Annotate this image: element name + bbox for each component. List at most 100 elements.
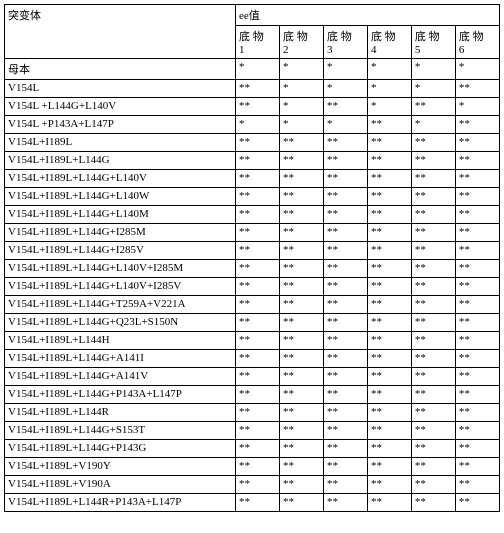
cell-value: ** (455, 242, 499, 260)
cell-value: ** (367, 206, 411, 224)
cell-value: ** (235, 98, 279, 116)
cell-value: ** (323, 458, 367, 476)
cell-value: * (455, 98, 499, 116)
cell-value: * (367, 98, 411, 116)
cell-value: * (279, 80, 323, 98)
cell-value: ** (235, 386, 279, 404)
cell-value: ** (411, 206, 455, 224)
cell-value: ** (411, 98, 455, 116)
table-row: V154L******** (5, 80, 500, 98)
cell-value: ** (279, 386, 323, 404)
cell-value: * (323, 59, 367, 80)
row-label: V154L+I189L+L144G+T259A+V221A (5, 296, 236, 314)
cell-value: ** (367, 494, 411, 512)
cell-value: ** (411, 386, 455, 404)
cell-value: ** (367, 350, 411, 368)
table-row: V154L+I189L+L144G+P143G************ (5, 440, 500, 458)
cell-value: * (455, 59, 499, 80)
cell-value: ** (455, 134, 499, 152)
cell-value: ** (455, 350, 499, 368)
cell-value: ** (367, 476, 411, 494)
table-row: V154L+I189L+L144G+I285M************ (5, 224, 500, 242)
table-row: V154L+I189L+L144G+P143A+L147P***********… (5, 386, 500, 404)
cell-value: ** (367, 368, 411, 386)
cell-value: ** (323, 152, 367, 170)
table-row: V154L+I189L+L144R+P143A+L147P***********… (5, 494, 500, 512)
cell-value: ** (279, 350, 323, 368)
cell-value: ** (367, 188, 411, 206)
cell-value: ** (279, 206, 323, 224)
cell-value: ** (411, 350, 455, 368)
table-row: V154L+I189L+L144R************ (5, 404, 500, 422)
table-row: V154L +L144G+L140V********* (5, 98, 500, 116)
header-sub-4: 底 物4 (367, 26, 411, 59)
row-label: V154L+I189L+L144G+Q23L+S150N (5, 314, 236, 332)
cell-value: ** (367, 458, 411, 476)
cell-value: ** (235, 170, 279, 188)
row-label: V154L (5, 80, 236, 98)
cell-value: ** (235, 260, 279, 278)
cell-value: ** (367, 152, 411, 170)
cell-value: ** (279, 260, 323, 278)
cell-value: * (323, 80, 367, 98)
cell-value: ** (455, 440, 499, 458)
cell-value: ** (367, 134, 411, 152)
cell-value: ** (455, 80, 499, 98)
cell-value: ** (235, 134, 279, 152)
cell-value: ** (367, 278, 411, 296)
cell-value: * (367, 80, 411, 98)
cell-value: ** (235, 206, 279, 224)
cell-value: ** (279, 296, 323, 314)
cell-value: ** (279, 458, 323, 476)
cell-value: ** (367, 386, 411, 404)
cell-value: ** (323, 206, 367, 224)
cell-value: ** (323, 224, 367, 242)
cell-value: ** (455, 314, 499, 332)
header-sub-2: 底 物2 (279, 26, 323, 59)
cell-value: ** (323, 368, 367, 386)
cell-value: ** (411, 440, 455, 458)
cell-value: ** (367, 314, 411, 332)
cell-value: ** (411, 278, 455, 296)
cell-value: ** (235, 188, 279, 206)
cell-value: ** (235, 242, 279, 260)
cell-value: ** (455, 458, 499, 476)
table-row: V154L+I189L+L144G+L140W************ (5, 188, 500, 206)
cell-value: ** (411, 296, 455, 314)
cell-value: ** (455, 476, 499, 494)
cell-value: ** (411, 242, 455, 260)
cell-value: ** (279, 368, 323, 386)
cell-value: * (279, 59, 323, 80)
cell-value: * (279, 98, 323, 116)
table-row: V154L+I189L************ (5, 134, 500, 152)
cell-value: ** (367, 296, 411, 314)
cell-value: ** (279, 242, 323, 260)
cell-value: ** (235, 476, 279, 494)
cell-value: ** (367, 422, 411, 440)
cell-value: ** (235, 278, 279, 296)
cell-value: ** (411, 404, 455, 422)
cell-value: ** (235, 152, 279, 170)
row-label: V154L+I189L+L144G+P143A+L147P (5, 386, 236, 404)
table-row: V154L+I189L+L144H************ (5, 332, 500, 350)
table-header: 突变体 ee值 底 物1 底 物2 底 物3 底 物4 底 物5 底 物6 (5, 5, 500, 59)
cell-value: ** (323, 332, 367, 350)
cell-value: ** (279, 422, 323, 440)
row-label: V154L+I189L+V190Y (5, 458, 236, 476)
row-label: V154L+I189L+L144G+L140W (5, 188, 236, 206)
cell-value: ** (411, 476, 455, 494)
cell-value: ** (323, 260, 367, 278)
header-sub-1: 底 物1 (235, 26, 279, 59)
row-label: V154L+I189L+L144G+I285M (5, 224, 236, 242)
header-sub-5: 底 物5 (411, 26, 455, 59)
cell-value: ** (279, 314, 323, 332)
cell-value: ** (235, 80, 279, 98)
cell-value: ** (279, 476, 323, 494)
cell-value: ** (323, 170, 367, 188)
row-label: V154L+I189L+L144R (5, 404, 236, 422)
header-sub-3: 底 物3 (323, 26, 367, 59)
cell-value: ** (367, 242, 411, 260)
cell-value: ** (279, 278, 323, 296)
cell-value: ** (411, 422, 455, 440)
table-body: 母本******V154L********V154L +L144G+L140V*… (5, 59, 500, 512)
